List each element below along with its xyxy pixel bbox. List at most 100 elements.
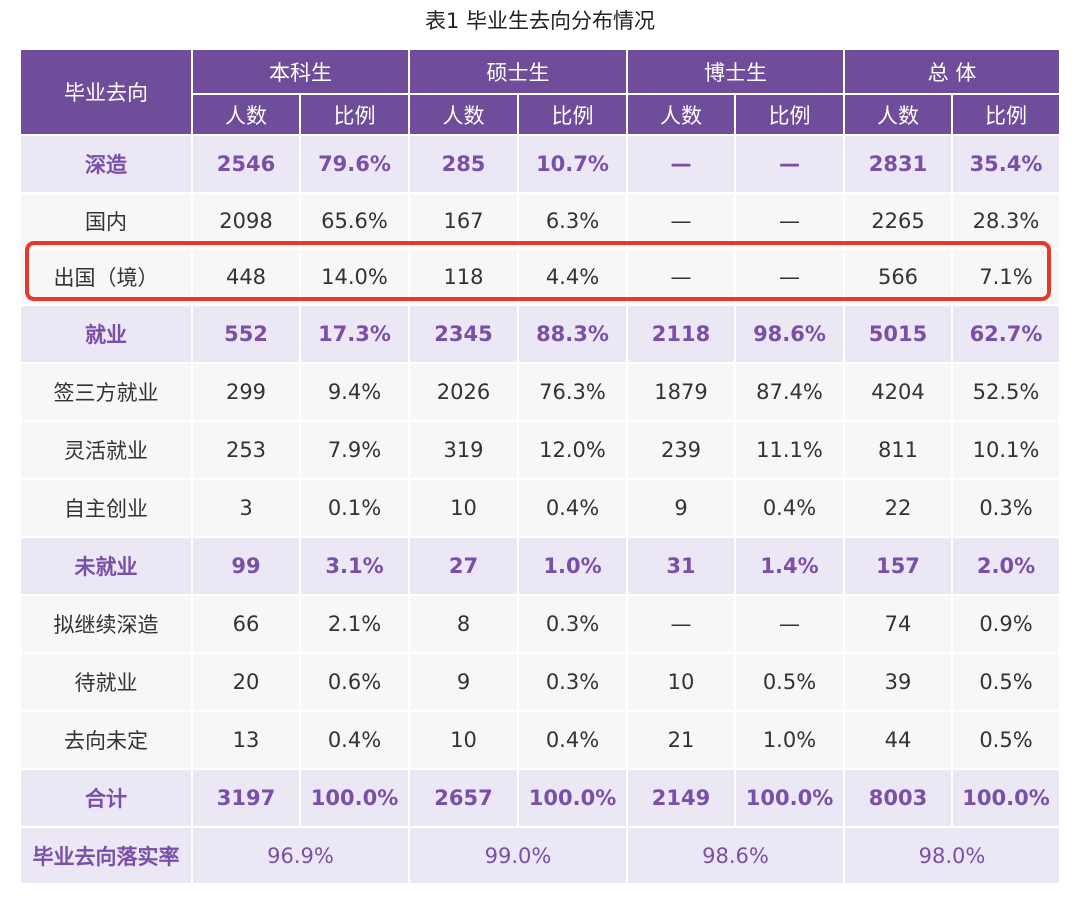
count-cell: — bbox=[626, 248, 736, 306]
count-cell: — bbox=[626, 134, 736, 194]
ratio-cell: 2.0% bbox=[951, 536, 1061, 596]
ratio-cell: 79.6% bbox=[299, 134, 410, 194]
count-cell: — bbox=[626, 594, 736, 654]
count-cell: 552 bbox=[191, 304, 301, 364]
count-cell: 2265 bbox=[843, 192, 953, 250]
table-row: 国内 2098 65.6% 167 6.3% — —2265 28.3% bbox=[19, 192, 1061, 250]
count-cell: 2118 bbox=[626, 304, 736, 364]
count-cell: 20 bbox=[191, 652, 301, 712]
count-cell: 10 bbox=[408, 710, 519, 770]
count-cell: 2149 bbox=[626, 768, 736, 828]
header-group-doctor: 博士生 bbox=[626, 48, 845, 95]
rate-value-total: 98.0% bbox=[843, 826, 1061, 885]
count-cell: 21 bbox=[626, 710, 736, 770]
header-sub-ratio: 比例 bbox=[517, 93, 628, 136]
count-cell: — bbox=[626, 192, 736, 250]
count-cell: 8 bbox=[408, 594, 519, 654]
ratio-cell: 0.6% bbox=[299, 652, 410, 712]
count-cell: 99 bbox=[191, 536, 301, 596]
header-group-total: 总 体 bbox=[843, 48, 1061, 95]
table-body: 深造 2546 79.6% 285 10.7% — —2831 35.4% 国内 2098 65.6… bbox=[19, 134, 1061, 828]
ratio-cell: 7.1% bbox=[951, 248, 1061, 306]
ratio-cell: 62.7% bbox=[951, 304, 1061, 364]
count-cell: 10 bbox=[408, 478, 519, 538]
ratio-cell: — bbox=[734, 192, 845, 250]
count-cell: 10 bbox=[626, 652, 736, 712]
ratio-cell: 0.4% bbox=[299, 710, 410, 770]
table-row: 就业 552 17.3% 2345 88.3% 2118 98.6% 5015 62.7% bbox=[19, 304, 1061, 364]
header-sub-count: 人数 bbox=[626, 93, 736, 136]
count-cell: 2546 bbox=[191, 134, 301, 194]
ratio-cell: 1.0% bbox=[734, 710, 845, 770]
ratio-cell: — bbox=[734, 594, 845, 654]
rate-value-master: 99.0% bbox=[408, 826, 628, 885]
table-row: 去向未定 13 0.4% 10 0.4% 21 1.0% 44 0.5% bbox=[19, 710, 1061, 770]
table-row: 签三方就业 299 9.4% 2026 76.3% 1879 87.4% 4204 52.5% bbox=[19, 362, 1061, 422]
count-cell: 319 bbox=[408, 420, 519, 480]
row-label: 未就业 bbox=[19, 536, 193, 596]
count-cell: 66 bbox=[191, 594, 301, 654]
ratio-cell: 35.4% bbox=[951, 134, 1061, 194]
count-cell: 9 bbox=[626, 478, 736, 538]
count-cell: 22 bbox=[843, 478, 953, 538]
row-label: 自主创业 bbox=[19, 478, 193, 538]
table-row: 拟继续深造 66 2.1% 8 0.3% — —74 0.9% bbox=[19, 594, 1061, 654]
row-label: 去向未定 bbox=[19, 710, 193, 770]
ratio-cell: 88.3% bbox=[517, 304, 628, 364]
ratio-cell: 7.9% bbox=[299, 420, 410, 480]
table-row: 自主创业 3 0.1% 10 0.4% 9 0.4% 22 0.3% bbox=[19, 478, 1061, 538]
ratio-cell: 1.0% bbox=[517, 536, 628, 596]
count-cell: 31 bbox=[626, 536, 736, 596]
rate-row-label: 毕业去向落实率 bbox=[19, 826, 193, 885]
ratio-cell: 0.1% bbox=[299, 478, 410, 538]
count-cell: 74 bbox=[843, 594, 953, 654]
count-cell: 9 bbox=[408, 652, 519, 712]
ratio-cell: 11.1% bbox=[734, 420, 845, 480]
header-row-label: 毕业去向 bbox=[19, 48, 193, 136]
count-cell: 5015 bbox=[843, 304, 953, 364]
count-cell: 44 bbox=[843, 710, 953, 770]
ratio-cell: 65.6% bbox=[299, 192, 410, 250]
header-sub-count: 人数 bbox=[408, 93, 519, 136]
count-cell: 239 bbox=[626, 420, 736, 480]
header-row-sub: 人数 比例 人数 比例 人数 比例 人数 比例 bbox=[20, 93, 1061, 136]
ratio-cell: 10.7% bbox=[517, 134, 628, 194]
header-sub-ratio: 比例 bbox=[299, 93, 410, 136]
ratio-cell: 100.0% bbox=[299, 768, 410, 828]
ratio-cell: 12.0% bbox=[517, 420, 628, 480]
row-label: 灵活就业 bbox=[19, 420, 193, 480]
ratio-cell: 10.1% bbox=[951, 420, 1061, 480]
count-cell: 285 bbox=[408, 134, 519, 194]
table-row: 待就业 20 0.6% 9 0.3% 10 0.5% 39 0.5% bbox=[19, 652, 1061, 712]
header-sub-ratio: 比例 bbox=[734, 93, 845, 136]
count-cell: 167 bbox=[408, 192, 519, 250]
count-cell: 4204 bbox=[843, 362, 953, 422]
header-sub-ratio: 比例 bbox=[951, 93, 1061, 136]
row-label: 就业 bbox=[19, 304, 193, 364]
ratio-cell: 76.3% bbox=[517, 362, 628, 422]
count-cell: 811 bbox=[843, 420, 953, 480]
count-cell: 13 bbox=[191, 710, 301, 770]
header-row-groups: 毕业去向 本科生 硕士生 博士生 总 体 bbox=[19, 48, 1061, 136]
row-label: 待就业 bbox=[19, 652, 193, 712]
table-row: 合计 3197 100.0% 2657 100.0% 2149 100.0% 8003 100.… bbox=[19, 768, 1061, 828]
count-cell: 566 bbox=[843, 248, 953, 306]
row-label: 拟继续深造 bbox=[19, 594, 193, 654]
ratio-cell: 0.3% bbox=[517, 594, 628, 654]
graduate-destination-table: 毕业去向 本科生 硕士生 博士生 总 体 人数 比例 人数 比例 人数 比例 人… bbox=[19, 48, 1061, 885]
ratio-cell: 0.9% bbox=[951, 594, 1061, 654]
ratio-cell: 1.4% bbox=[734, 536, 845, 596]
row-label: 深造 bbox=[19, 134, 193, 194]
count-cell: 1879 bbox=[626, 362, 736, 422]
ratio-cell: 3.1% bbox=[299, 536, 410, 596]
header-sub-count: 人数 bbox=[843, 93, 953, 136]
ratio-cell: 0.4% bbox=[517, 710, 628, 770]
ratio-cell: 0.3% bbox=[517, 652, 628, 712]
ratio-cell: 100.0% bbox=[517, 768, 628, 828]
ratio-cell: 0.4% bbox=[517, 478, 628, 538]
ratio-cell: — bbox=[734, 134, 845, 194]
row-label: 出国（境） bbox=[19, 248, 193, 306]
table-row: 未就业 99 3.1% 27 1.0% 31 1.4% 157 2.0% bbox=[19, 536, 1061, 596]
ratio-cell: 14.0% bbox=[299, 248, 410, 306]
ratio-cell: 98.6% bbox=[734, 304, 845, 364]
